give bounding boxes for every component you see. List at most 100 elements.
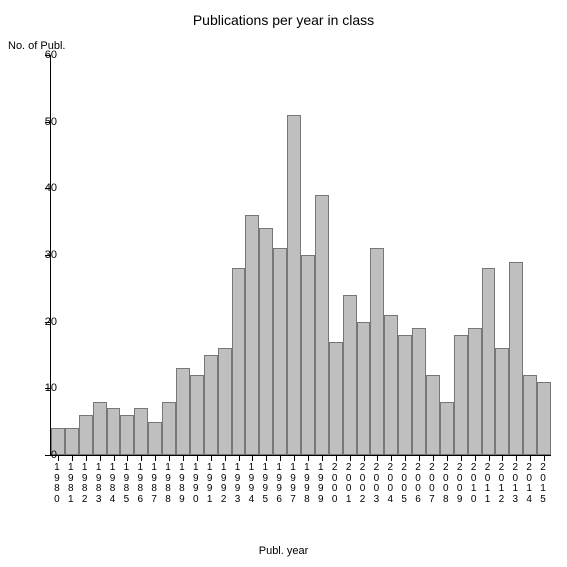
x-tick-label: 2009 — [453, 463, 467, 505]
x-tick — [350, 455, 351, 461]
bar — [357, 322, 371, 455]
bar — [426, 375, 440, 455]
x-tick — [183, 455, 184, 461]
bar — [79, 415, 93, 455]
x-tick — [155, 455, 156, 461]
x-tick — [114, 455, 115, 461]
x-tick — [294, 455, 295, 461]
y-tick-label: 50 — [27, 116, 57, 128]
y-tick-label: 30 — [27, 249, 57, 261]
x-tick-label: 1994 — [244, 463, 258, 505]
x-tick-label: 2000 — [328, 463, 342, 505]
bar — [440, 402, 454, 455]
x-tick-label: 1981 — [64, 463, 78, 505]
x-tick-label: 1990 — [189, 463, 203, 505]
x-tick — [197, 455, 198, 461]
bar — [259, 228, 273, 455]
bar — [468, 328, 482, 455]
x-tick-label: 1996 — [272, 463, 286, 505]
x-tick — [100, 455, 101, 461]
plot-area — [50, 55, 551, 456]
bar — [398, 335, 412, 455]
x-tick — [211, 455, 212, 461]
bar — [120, 415, 134, 455]
x-tick — [308, 455, 309, 461]
x-tick — [461, 455, 462, 461]
x-tick-label: 1991 — [203, 463, 217, 505]
bar — [384, 315, 398, 455]
bar — [107, 408, 121, 455]
bar — [537, 382, 551, 455]
x-tick-label: 2010 — [467, 463, 481, 505]
x-tick — [266, 455, 267, 461]
x-tick-label: 1987 — [147, 463, 161, 505]
bar — [482, 268, 496, 455]
x-tick — [489, 455, 490, 461]
x-tick — [391, 455, 392, 461]
bar — [134, 408, 148, 455]
y-tick-label: 20 — [27, 316, 57, 328]
y-tick-label: 40 — [27, 182, 57, 194]
bar — [176, 368, 190, 455]
bar — [65, 428, 79, 455]
bar — [287, 115, 301, 455]
x-tick-label: 1982 — [78, 463, 92, 505]
bar — [232, 268, 246, 455]
x-tick — [530, 455, 531, 461]
chart-container: Publications per year in class No. of Pu… — [0, 0, 567, 567]
x-tick — [322, 455, 323, 461]
y-tick-label: 10 — [27, 382, 57, 394]
x-tick — [516, 455, 517, 461]
x-tick-label: 2012 — [494, 463, 508, 505]
bar — [273, 248, 287, 455]
x-tick-label: 1993 — [231, 463, 245, 505]
bar — [190, 375, 204, 455]
x-tick-label: 1985 — [119, 463, 133, 505]
bar — [509, 262, 523, 455]
x-tick — [433, 455, 434, 461]
x-tick — [239, 455, 240, 461]
x-tick-label: 2013 — [508, 463, 522, 505]
x-tick — [475, 455, 476, 461]
x-tick-label: 1988 — [161, 463, 175, 505]
bar — [218, 348, 232, 455]
x-tick-label: 1992 — [217, 463, 231, 505]
bar — [412, 328, 426, 455]
x-tick-label: 2004 — [383, 463, 397, 505]
bar — [343, 295, 357, 455]
x-tick — [141, 455, 142, 461]
x-tick-label: 2003 — [369, 463, 383, 505]
bar — [454, 335, 468, 455]
x-tick-label: 2001 — [342, 463, 356, 505]
bar — [370, 248, 384, 455]
x-tick-label: 1995 — [258, 463, 272, 505]
x-tick — [377, 455, 378, 461]
x-tick-label: 2011 — [481, 463, 495, 505]
x-tick-label: 1997 — [286, 463, 300, 505]
x-tick-label: 2014 — [522, 463, 536, 505]
y-tick-label: 0 — [27, 449, 57, 461]
x-tick-label: 1999 — [314, 463, 328, 505]
x-tick-label: 1980 — [50, 463, 64, 505]
bar — [162, 402, 176, 455]
x-tick — [336, 455, 337, 461]
x-tick — [72, 455, 73, 461]
x-tick — [127, 455, 128, 461]
x-tick — [364, 455, 365, 461]
bar — [315, 195, 329, 455]
bar — [329, 342, 343, 455]
x-axis-title: Publ. year — [0, 545, 567, 557]
x-tick — [280, 455, 281, 461]
x-tick — [502, 455, 503, 461]
x-tick-label: 1983 — [92, 463, 106, 505]
bar — [204, 355, 218, 455]
x-tick — [544, 455, 545, 461]
x-tick-label: 2006 — [411, 463, 425, 505]
x-tick — [419, 455, 420, 461]
x-tick-label: 2015 — [536, 463, 550, 505]
bar — [301, 255, 315, 455]
x-tick — [58, 455, 59, 461]
chart-title: Publications per year in class — [0, 12, 567, 28]
bar — [148, 422, 162, 455]
x-tick — [447, 455, 448, 461]
